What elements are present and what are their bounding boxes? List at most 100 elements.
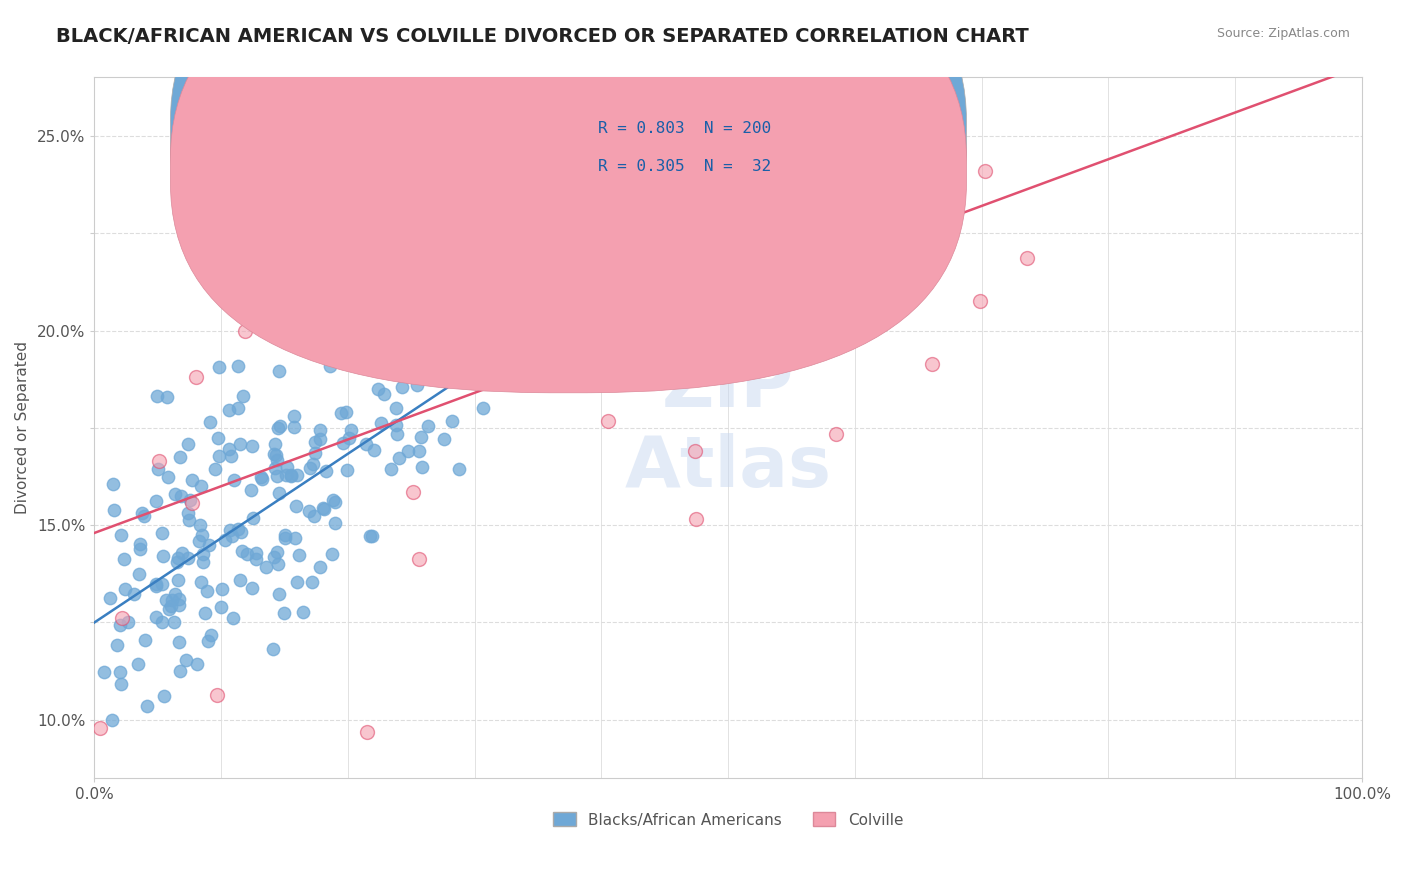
Point — [101, 477, 124, 491]
Point — [105, 638, 128, 652]
Point — [824, 427, 846, 442]
Point — [163, 615, 186, 630]
Point — [475, 229, 498, 244]
Point — [912, 202, 935, 217]
Point — [860, 248, 883, 262]
Point — [155, 592, 177, 607]
Point — [869, 74, 891, 88]
Point — [380, 462, 402, 476]
Point — [685, 512, 707, 526]
Point — [267, 558, 290, 572]
Point — [205, 689, 228, 703]
Point — [599, 231, 621, 245]
Point — [298, 460, 321, 475]
Point — [218, 402, 240, 417]
Point — [177, 436, 200, 450]
Point — [790, 214, 813, 228]
Point — [172, 547, 194, 561]
Point — [245, 546, 267, 560]
Point — [596, 414, 619, 428]
Point — [166, 573, 188, 587]
Point — [128, 566, 150, 581]
Point — [686, 146, 709, 161]
Point — [329, 406, 352, 420]
Point — [229, 524, 252, 539]
Text: BLACK/AFRICAN AMERICAN VS COLVILLE DIVORCED OR SEPARATED CORRELATION CHART: BLACK/AFRICAN AMERICAN VS COLVILLE DIVOR… — [56, 27, 1029, 45]
Point — [283, 420, 305, 434]
Point — [127, 657, 149, 671]
Point — [269, 419, 291, 434]
Point — [136, 699, 159, 714]
Point — [200, 627, 222, 641]
Point — [150, 526, 173, 541]
Point — [179, 513, 201, 527]
Point — [875, 310, 897, 324]
Point — [211, 582, 233, 596]
Point — [385, 427, 408, 442]
Point — [356, 437, 378, 451]
Point — [396, 443, 419, 458]
Point — [245, 552, 267, 566]
Point — [370, 417, 392, 431]
Point — [538, 299, 561, 313]
Point — [124, 587, 146, 601]
Point — [150, 615, 173, 629]
Point — [274, 528, 297, 542]
Point — [193, 556, 215, 570]
Point — [449, 462, 471, 476]
Point — [308, 423, 330, 437]
Point — [312, 501, 335, 516]
Point — [236, 256, 259, 270]
Point — [150, 577, 173, 591]
Point — [280, 469, 302, 483]
Point — [146, 389, 169, 403]
Point — [304, 435, 326, 450]
Point — [167, 599, 190, 613]
Point — [385, 417, 408, 432]
Point — [322, 493, 344, 508]
Point — [226, 523, 249, 537]
Point — [284, 531, 307, 545]
Point — [544, 220, 567, 235]
Point — [153, 689, 176, 703]
Point — [565, 92, 588, 106]
Point — [169, 450, 191, 464]
Point — [315, 464, 337, 478]
Point — [418, 418, 440, 433]
Point — [163, 587, 186, 601]
Point — [263, 447, 285, 461]
Point — [304, 446, 326, 460]
Point — [388, 450, 411, 465]
Point — [336, 462, 359, 476]
Point — [226, 359, 249, 373]
Point — [160, 593, 183, 607]
Point — [280, 468, 302, 483]
Point — [262, 642, 284, 657]
Point — [274, 531, 297, 545]
Point — [254, 559, 277, 574]
Point — [283, 409, 305, 423]
Point — [229, 573, 252, 587]
Point — [229, 436, 252, 450]
Point — [129, 537, 152, 551]
Point — [160, 599, 183, 613]
Point — [402, 484, 425, 499]
Point — [219, 449, 242, 463]
FancyBboxPatch shape — [526, 109, 918, 203]
Point — [565, 186, 588, 201]
Point — [285, 468, 308, 483]
Point — [298, 503, 321, 517]
Point — [114, 582, 136, 596]
Point — [184, 369, 207, 384]
Point — [218, 442, 240, 457]
Point — [391, 380, 413, 394]
Point — [242, 511, 264, 525]
Point — [408, 552, 430, 566]
Point — [266, 469, 288, 483]
Point — [337, 431, 360, 445]
Point — [264, 437, 287, 451]
Point — [527, 272, 550, 286]
Point — [169, 592, 191, 607]
Point — [89, 721, 111, 735]
Point — [170, 489, 193, 503]
